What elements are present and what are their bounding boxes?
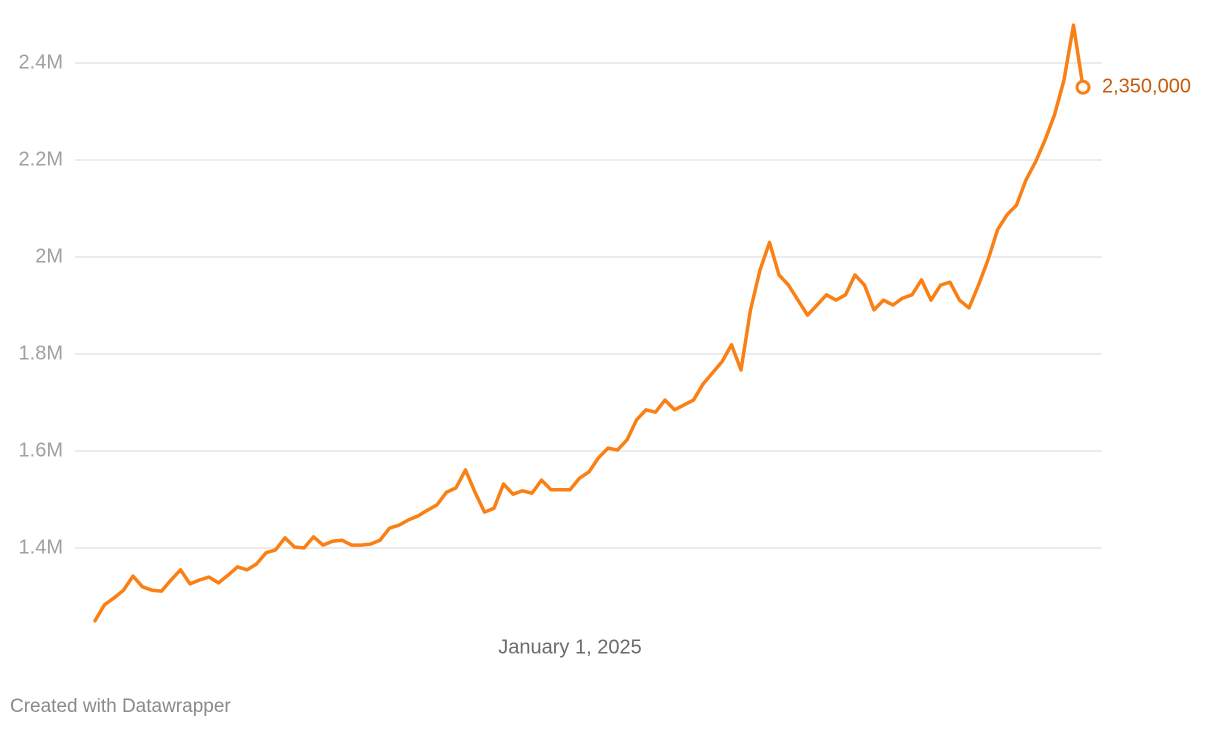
y-tick-label: 1.6M [19,439,63,461]
y-tick-label: 2.2M [19,148,63,170]
y-tick-label: 1.4M [19,536,63,558]
footer: Created with Datawrapper [10,696,231,717]
y-tick-label: 1.8M [19,342,63,364]
x-tick-label: January 1, 2025 [498,636,641,658]
y-tick-label: 2.4M [19,51,63,73]
y-tick-label: 2M [35,245,63,267]
line [93,23,1085,623]
value-label: 2,350,000 [1102,76,1191,98]
end-point [1075,79,1091,95]
